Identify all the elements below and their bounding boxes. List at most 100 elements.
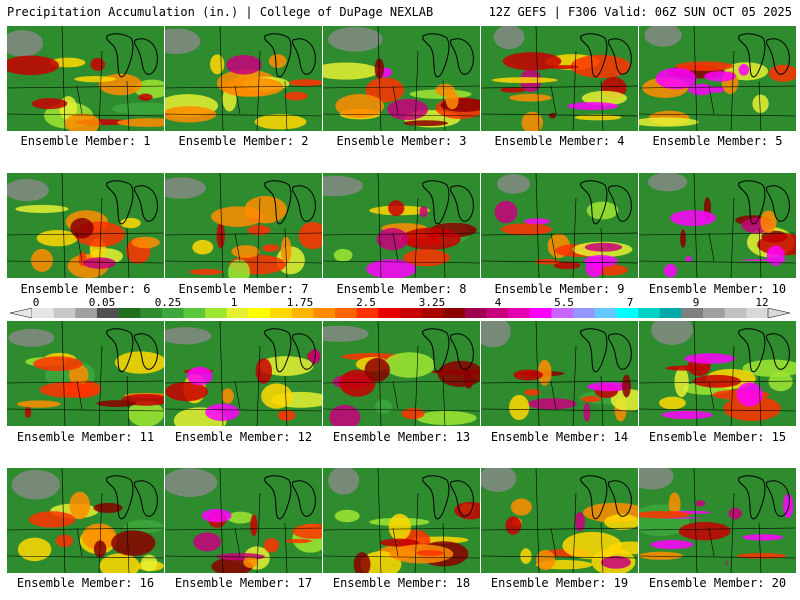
ensemble-member-caption: Ensemble Member: 5 bbox=[652, 134, 783, 148]
colorbar-max-arrow bbox=[767, 308, 790, 318]
precip-map-graphic bbox=[481, 173, 638, 278]
colorbar-swatch bbox=[161, 308, 184, 318]
colorbar-tick-label: 3.25 bbox=[418, 296, 446, 309]
colorbar-tick-label: 5.5 bbox=[554, 296, 574, 309]
ensemble-member-caption: Ensemble Member: 8 bbox=[336, 282, 467, 296]
colorbar-swatch bbox=[486, 308, 509, 318]
precip-map-graphic bbox=[7, 321, 164, 426]
precip-map-graphic bbox=[165, 26, 322, 131]
precip-map-graphic bbox=[165, 173, 322, 278]
colorbar-tick-label: 12 bbox=[755, 296, 769, 309]
colorbar-swatch bbox=[291, 308, 314, 318]
ensemble-member-map bbox=[323, 173, 480, 278]
ensemble-member-caption: Ensemble Member: 3 bbox=[336, 134, 467, 148]
ensemble-member-caption: Ensemble Member: 17 bbox=[174, 576, 313, 590]
precip-map-graphic bbox=[481, 468, 638, 573]
precip-map-graphic bbox=[165, 468, 322, 573]
precip-map-graphic bbox=[7, 173, 164, 278]
precip-map-graphic bbox=[639, 321, 796, 426]
precip-map-graphic bbox=[7, 468, 164, 573]
ensemble-member-caption: Ensemble Member: 20 bbox=[648, 576, 787, 590]
ensemble-member-map bbox=[481, 321, 638, 426]
colorbar-tick-label: 0.05 bbox=[88, 296, 116, 309]
precip-map-graphic bbox=[639, 468, 796, 573]
colorbar-swatch bbox=[594, 308, 617, 318]
colorbar-swatch bbox=[508, 308, 531, 318]
ensemble-member-map bbox=[165, 173, 322, 278]
ensemble-member-map bbox=[639, 173, 796, 278]
ensemble-member-caption: Ensemble Member: 13 bbox=[332, 430, 471, 444]
colorbar-swatch bbox=[443, 308, 466, 318]
ensemble-member-map bbox=[639, 468, 796, 573]
ensemble-member-caption: Ensemble Member: 9 bbox=[494, 282, 625, 296]
colorbar-swatch bbox=[32, 308, 54, 318]
colorbar-swatch bbox=[183, 308, 206, 318]
ensemble-member-map bbox=[7, 321, 164, 426]
ensemble-member-caption: Ensemble Member: 4 bbox=[494, 134, 625, 148]
ensemble-member-caption: Ensemble Member: 14 bbox=[490, 430, 629, 444]
colorbar-swatch bbox=[400, 308, 422, 318]
colorbar-swatch bbox=[53, 308, 76, 318]
ensemble-member-caption: Ensemble Member: 1 bbox=[20, 134, 151, 148]
colorbar-tick-label: 9 bbox=[692, 296, 700, 309]
ensemble-member-caption: Ensemble Member: 11 bbox=[16, 430, 155, 444]
ensemble-member-map bbox=[165, 26, 322, 131]
ensemble-member-caption: Ensemble Member: 18 bbox=[332, 576, 471, 590]
precip-map-graphic bbox=[165, 321, 322, 426]
precip-map-graphic bbox=[481, 26, 638, 131]
colorbar-swatch bbox=[464, 308, 487, 318]
precip-map-graphic bbox=[7, 26, 164, 131]
colorbar-swatch bbox=[746, 308, 769, 318]
colorbar-tick-label: 2.5 bbox=[356, 296, 376, 309]
colorbar-swatch bbox=[421, 308, 444, 318]
ensemble-member-map bbox=[481, 26, 638, 131]
ensemble-member-caption: Ensemble Member: 6 bbox=[20, 282, 151, 296]
colorbar-swatch bbox=[681, 308, 704, 318]
colorbar-swatch bbox=[573, 308, 596, 318]
colorbar-swatch bbox=[205, 308, 228, 318]
ensemble-member-map bbox=[481, 173, 638, 278]
colorbar-swatch bbox=[270, 308, 293, 318]
colorbar-swatch bbox=[75, 308, 98, 318]
ensemble-member-map bbox=[639, 26, 796, 131]
colorbar-tick-label: 0.25 bbox=[154, 296, 182, 309]
colorbar-swatch bbox=[703, 308, 726, 318]
colorbar-swatch bbox=[313, 308, 336, 318]
colorbar-swatch bbox=[378, 308, 401, 318]
precip-map-graphic bbox=[323, 321, 480, 426]
ensemble-member-caption: Ensemble Member: 16 bbox=[16, 576, 155, 590]
ensemble-member-map bbox=[165, 468, 322, 573]
precip-map-graphic bbox=[323, 173, 480, 278]
colorbar-swatch bbox=[356, 308, 379, 318]
colorbar-swatch bbox=[140, 308, 163, 318]
colorbar bbox=[10, 308, 790, 318]
colorbar-swatch bbox=[529, 308, 552, 318]
ensemble-member-map bbox=[639, 321, 796, 426]
precip-map-graphic bbox=[323, 26, 480, 131]
ensemble-member-caption: Ensemble Member: 19 bbox=[490, 576, 629, 590]
ensemble-member-caption: Ensemble Member: 7 bbox=[178, 282, 309, 296]
ensemble-member-map bbox=[323, 321, 480, 426]
precip-map-graphic bbox=[481, 321, 638, 426]
colorbar-tick-label: 7 bbox=[626, 296, 634, 309]
colorbar-swatch bbox=[724, 308, 747, 318]
colorbar-swatch bbox=[248, 308, 271, 318]
colorbar-min-arrow bbox=[10, 308, 33, 318]
ensemble-member-map bbox=[7, 26, 164, 131]
colorbar-swatch bbox=[118, 308, 141, 318]
model-run-info: 12Z GEFS | F306 Valid: 06Z SUN OCT 05 20… bbox=[488, 5, 792, 19]
ensemble-member-map bbox=[7, 173, 164, 278]
colorbar-tick-label: 4 bbox=[494, 296, 502, 309]
colorbar-tick-label: 0 bbox=[32, 296, 40, 309]
ensemble-member-caption: Ensemble Member: 2 bbox=[178, 134, 309, 148]
colorbar-swatch bbox=[226, 308, 249, 318]
ensemble-member-map bbox=[323, 26, 480, 131]
colorbar-swatch bbox=[638, 308, 661, 318]
ensemble-member-caption: Ensemble Member: 15 bbox=[648, 430, 787, 444]
ensemble-member-caption: Ensemble Member: 10 bbox=[648, 282, 787, 296]
precip-map-graphic bbox=[639, 26, 796, 131]
colorbar-swatch bbox=[551, 308, 574, 318]
ensemble-member-map bbox=[481, 468, 638, 573]
ensemble-member-map bbox=[323, 468, 480, 573]
ensemble-member-map bbox=[7, 468, 164, 573]
